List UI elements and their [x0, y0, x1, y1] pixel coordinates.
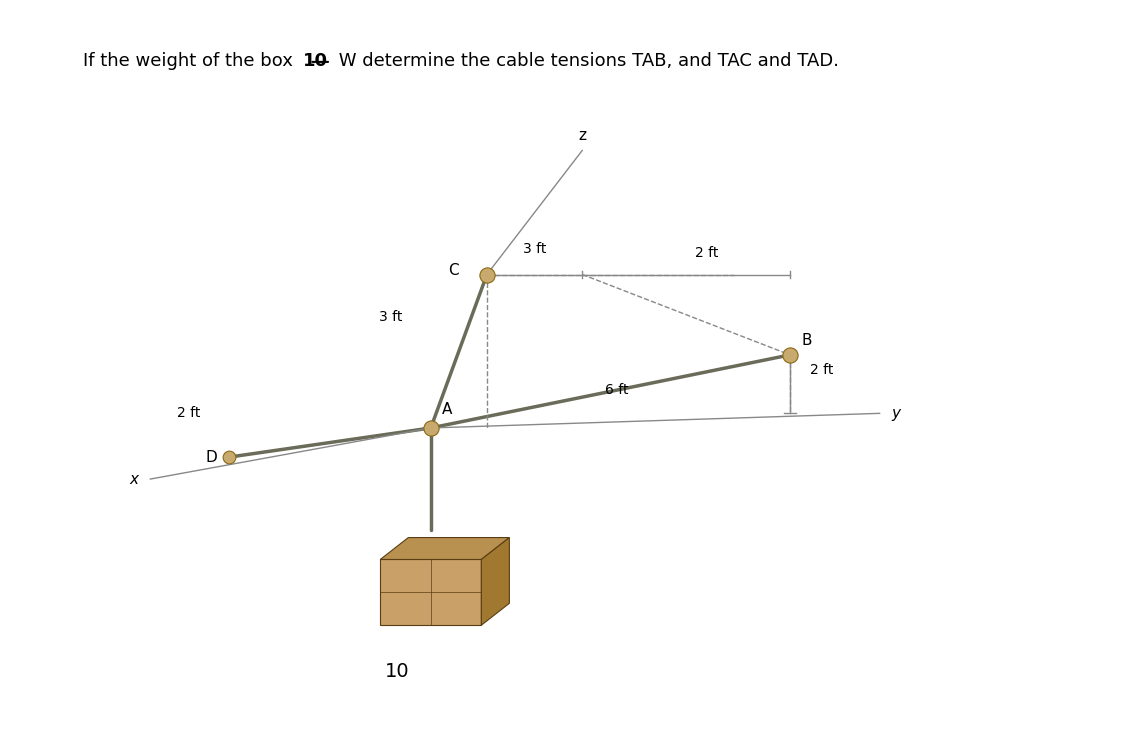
Text: 10: 10 [303, 52, 328, 69]
Text: z: z [578, 128, 586, 143]
Text: 10: 10 [385, 661, 409, 681]
Text: y: y [891, 406, 900, 420]
Point [422, 422, 440, 434]
Text: A: A [442, 402, 452, 417]
Text: 3 ft: 3 ft [523, 242, 546, 256]
Text: B: B [801, 333, 812, 347]
Text: 2 ft: 2 ft [178, 406, 200, 420]
Polygon shape [482, 537, 509, 625]
Polygon shape [380, 559, 482, 625]
Point [219, 452, 238, 463]
Text: 6 ft: 6 ft [605, 383, 629, 397]
Text: 3 ft: 3 ft [379, 310, 403, 324]
Point [478, 268, 497, 280]
Text: C: C [448, 263, 459, 279]
Polygon shape [380, 537, 509, 559]
Text: 2 ft: 2 ft [810, 363, 834, 376]
Text: If the weight of the box: If the weight of the box [83, 52, 299, 69]
Text: W determine the cable tensions TAB, and TAC and TAD.: W determine the cable tensions TAB, and … [334, 52, 839, 69]
Point [782, 349, 800, 361]
Text: x: x [130, 471, 139, 486]
Text: E: E [459, 545, 468, 560]
Text: 2 ft: 2 ft [694, 245, 718, 259]
Text: D: D [206, 449, 217, 465]
